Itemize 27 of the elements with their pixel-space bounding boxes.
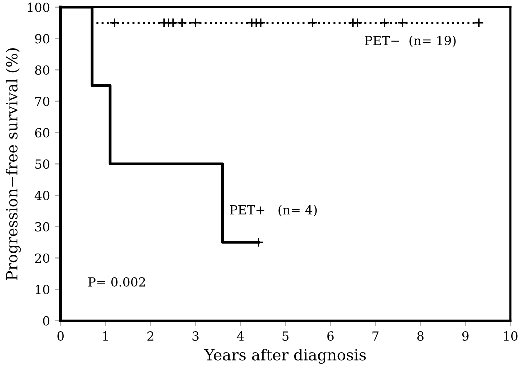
y-tick-label: 20 xyxy=(35,254,50,264)
y-tick-label: 40 xyxy=(34,190,50,200)
y-tick-label: 100 xyxy=(28,2,50,12)
y-tick-label: 60 xyxy=(35,128,50,138)
x-tick-label: 7 xyxy=(372,332,379,341)
y-tick-label: 50 xyxy=(36,160,50,170)
x-tick-label: 0 xyxy=(58,332,64,342)
x-tick-label: 8 xyxy=(418,332,424,342)
y-tick-label: 30 xyxy=(35,222,50,232)
y-tick-label: 80 xyxy=(35,66,50,76)
x-tick-label: 9 xyxy=(462,332,469,342)
annotation: P= 0.002 xyxy=(88,277,146,287)
annotation: PET− (n= 19) xyxy=(365,36,456,48)
annotation: PET+ (n= 4) xyxy=(230,205,317,217)
x-tick-label: 6 xyxy=(328,332,334,342)
x-axis-title: Years after diagnosis xyxy=(204,348,366,364)
y-axis-title: Progression−free survival (%) xyxy=(6,48,22,280)
x-tick-label: 1 xyxy=(103,332,108,341)
y-tick-label: 0 xyxy=(43,316,50,326)
y-tick-label: 10 xyxy=(36,285,50,294)
x-tick-label: 2 xyxy=(148,332,154,341)
x-tick-label: 3 xyxy=(192,332,199,342)
x-tick-label: 4 xyxy=(237,332,244,341)
y-tick-label: 90 xyxy=(35,34,50,44)
x-tick-label: 5 xyxy=(282,332,289,342)
x-tick-label: 10 xyxy=(504,332,518,342)
y-tick-label: 70 xyxy=(36,96,50,106)
